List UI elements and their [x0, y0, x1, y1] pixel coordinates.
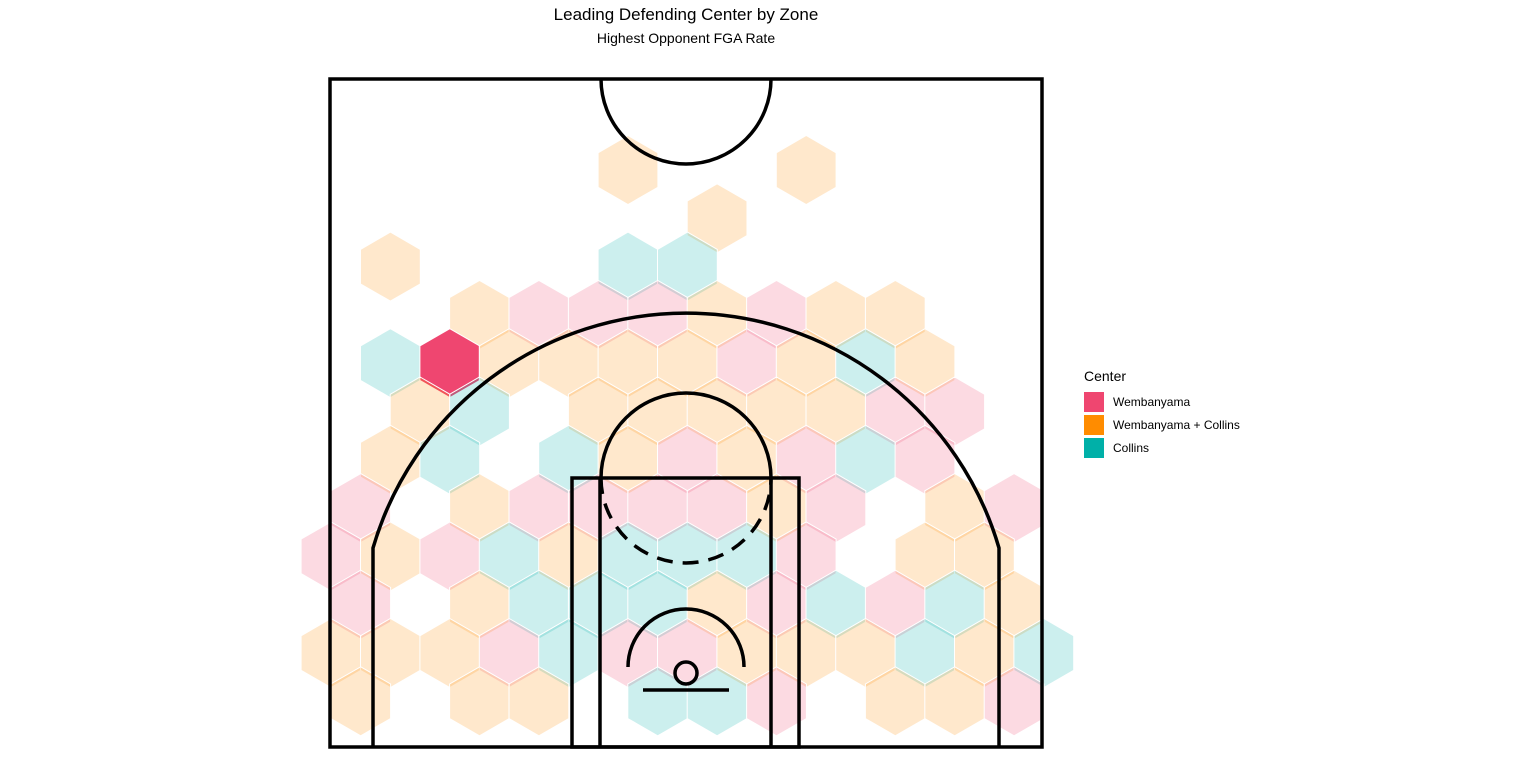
hexbin-89 [508, 666, 570, 737]
free-throw-circle-top [599, 391, 773, 479]
inner-paint [598, 478, 773, 747]
legend-item-wembanyama-collins: Wembanyama + Collins [1084, 413, 1240, 436]
restricted-area [626, 607, 746, 668]
three-point-line [371, 311, 1001, 747]
legend-label-collins: Collins [1113, 440, 1150, 455]
legend-key-wembanyama-collins [1084, 414, 1104, 435]
legend-key-wembanyama [1084, 391, 1104, 412]
hexbin-3 [360, 231, 421, 302]
legend-key-collins [1084, 437, 1104, 458]
legend-title: Center [1084, 368, 1127, 384]
chart-title: Leading Defending Center by Zone [553, 5, 819, 24]
rim [673, 660, 699, 686]
legend-label-wembanyama: Wembanyama [1113, 394, 1191, 409]
hexbin-0 [597, 134, 659, 206]
center-circle [599, 78, 773, 166]
hexbin-1 [775, 134, 837, 206]
legend-item-collins: Collins [1084, 436, 1240, 459]
hexbin-layer [300, 134, 1075, 737]
legend-label-wembanyama-collins: Wembanyama + Collins [1113, 417, 1240, 432]
legend-item-wembanyama: Wembanyama [1084, 390, 1240, 413]
free-throw-circle-bottom [599, 477, 773, 565]
chart-subtitle: Highest Opponent FGA Rate [596, 30, 776, 46]
outer-paint [570, 476, 801, 749]
hexbin-92 [746, 666, 807, 737]
court-lines [328, 77, 1044, 749]
legend: Center Wembanyama Wembanyama + Collins C… [1084, 368, 1240, 459]
